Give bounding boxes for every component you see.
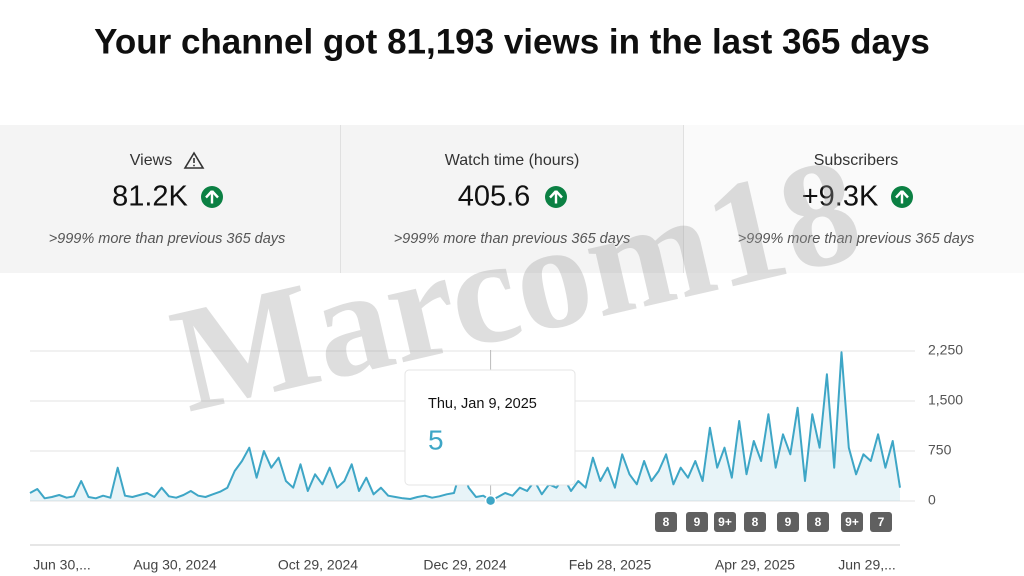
badge-label: 9 <box>694 515 701 529</box>
badge <box>655 512 677 532</box>
y-tick-label: 0 <box>928 492 936 508</box>
badge-label: 8 <box>815 515 822 529</box>
hover-point <box>484 494 497 507</box>
page-title: Your channel got 81,193 views in the las… <box>94 22 930 61</box>
stat-label: Views <box>130 152 172 169</box>
badge <box>777 512 799 532</box>
x-tick-label: Dec 29, 2024 <box>423 557 506 573</box>
badge <box>841 512 863 532</box>
stat-label: Subscribers <box>814 152 898 169</box>
area <box>30 352 900 501</box>
chart: 0 750 1,500 2,250 Jun 30,... Aug 30, 2024 Oct … <box>29 342 963 573</box>
x-tick-label: Feb 28, 2025 <box>569 557 652 573</box>
badge <box>870 512 892 532</box>
stat-change: >999% more than previous 365 days <box>49 231 286 247</box>
x-tick-label: Jun 29,... <box>838 557 896 573</box>
y-tick-label: 2,250 <box>928 342 963 358</box>
y-tick-label: 1,500 <box>928 392 963 408</box>
x-tick-label: Oct 29, 2024 <box>278 557 358 573</box>
up-icon <box>201 186 223 208</box>
badge-label: 8 <box>663 515 670 529</box>
up-icon <box>891 186 913 208</box>
tooltip-value: 5 <box>428 424 444 455</box>
warning-icon <box>183 151 205 169</box>
badge <box>686 512 708 532</box>
badge <box>714 512 736 532</box>
tooltip <box>404 369 576 486</box>
badge-label: 9+ <box>845 515 859 529</box>
badge-label: 9+ <box>718 515 732 529</box>
stat-change: >999% more than previous 365 days <box>394 231 631 247</box>
tooltip-date: Thu, Jan 9, 2025 <box>428 396 537 412</box>
x-tick-label: Apr 29, 2025 <box>715 557 795 573</box>
stat-value: +9.3K <box>802 181 879 213</box>
stat-value: 405.6 <box>458 181 531 213</box>
y-tick-label: 750 <box>928 442 952 458</box>
x-tick-label: Aug 30, 2024 <box>133 557 217 573</box>
stat-value: 81.2K <box>112 181 188 213</box>
badge <box>744 512 766 532</box>
badge-label: 8 <box>752 515 759 529</box>
up-icon <box>545 186 567 208</box>
stat-change: >999% more than previous 365 days <box>738 231 975 247</box>
card-bg <box>341 125 683 273</box>
x-tick-label: Jun 30,... <box>33 557 91 573</box>
badge-label: 7 <box>878 515 885 529</box>
card-bg <box>0 125 340 273</box>
badge-label: 9 <box>785 515 792 529</box>
card-bg <box>684 125 1024 273</box>
badge <box>807 512 829 532</box>
stat-label: Watch time (hours) <box>445 152 580 169</box>
